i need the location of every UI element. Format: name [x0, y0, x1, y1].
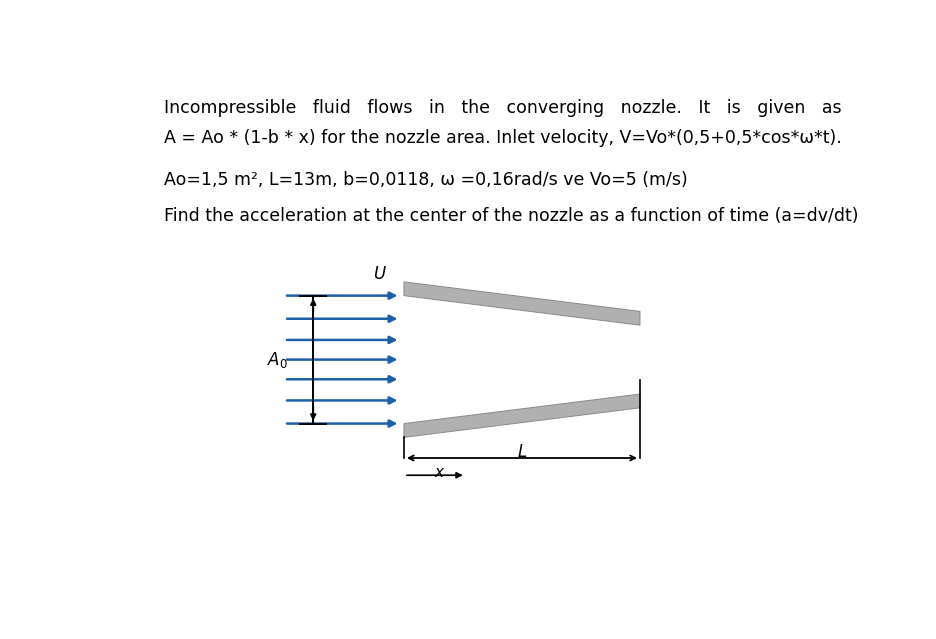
- Text: $L$: $L$: [517, 443, 527, 461]
- Text: A = Ao * (1-b * x) for the nozzle area. Inlet velocity, V=Vo*(0,5+0,5*cos*ω*t).: A = Ao * (1-b * x) for the nozzle area. …: [164, 129, 841, 148]
- Polygon shape: [403, 394, 639, 437]
- Text: Find the acceleration at the center of the nozzle as a function of time (a=dv/dt: Find the acceleration at the center of t…: [164, 207, 858, 225]
- Text: $A_0$: $A_0$: [267, 350, 287, 369]
- Text: $U$: $U$: [373, 265, 387, 284]
- Polygon shape: [403, 282, 639, 325]
- Text: Ao=1,5 m², L=13m, b=0,0118, ω =0,16rad/s ve Vo=5 (m/s): Ao=1,5 m², L=13m, b=0,0118, ω =0,16rad/s…: [164, 171, 687, 189]
- Text: $x$: $x$: [434, 465, 446, 481]
- Text: Incompressible   fluid   flows   in   the   converging   nozzle.   It   is   giv: Incompressible fluid flows in the conver…: [164, 99, 841, 117]
